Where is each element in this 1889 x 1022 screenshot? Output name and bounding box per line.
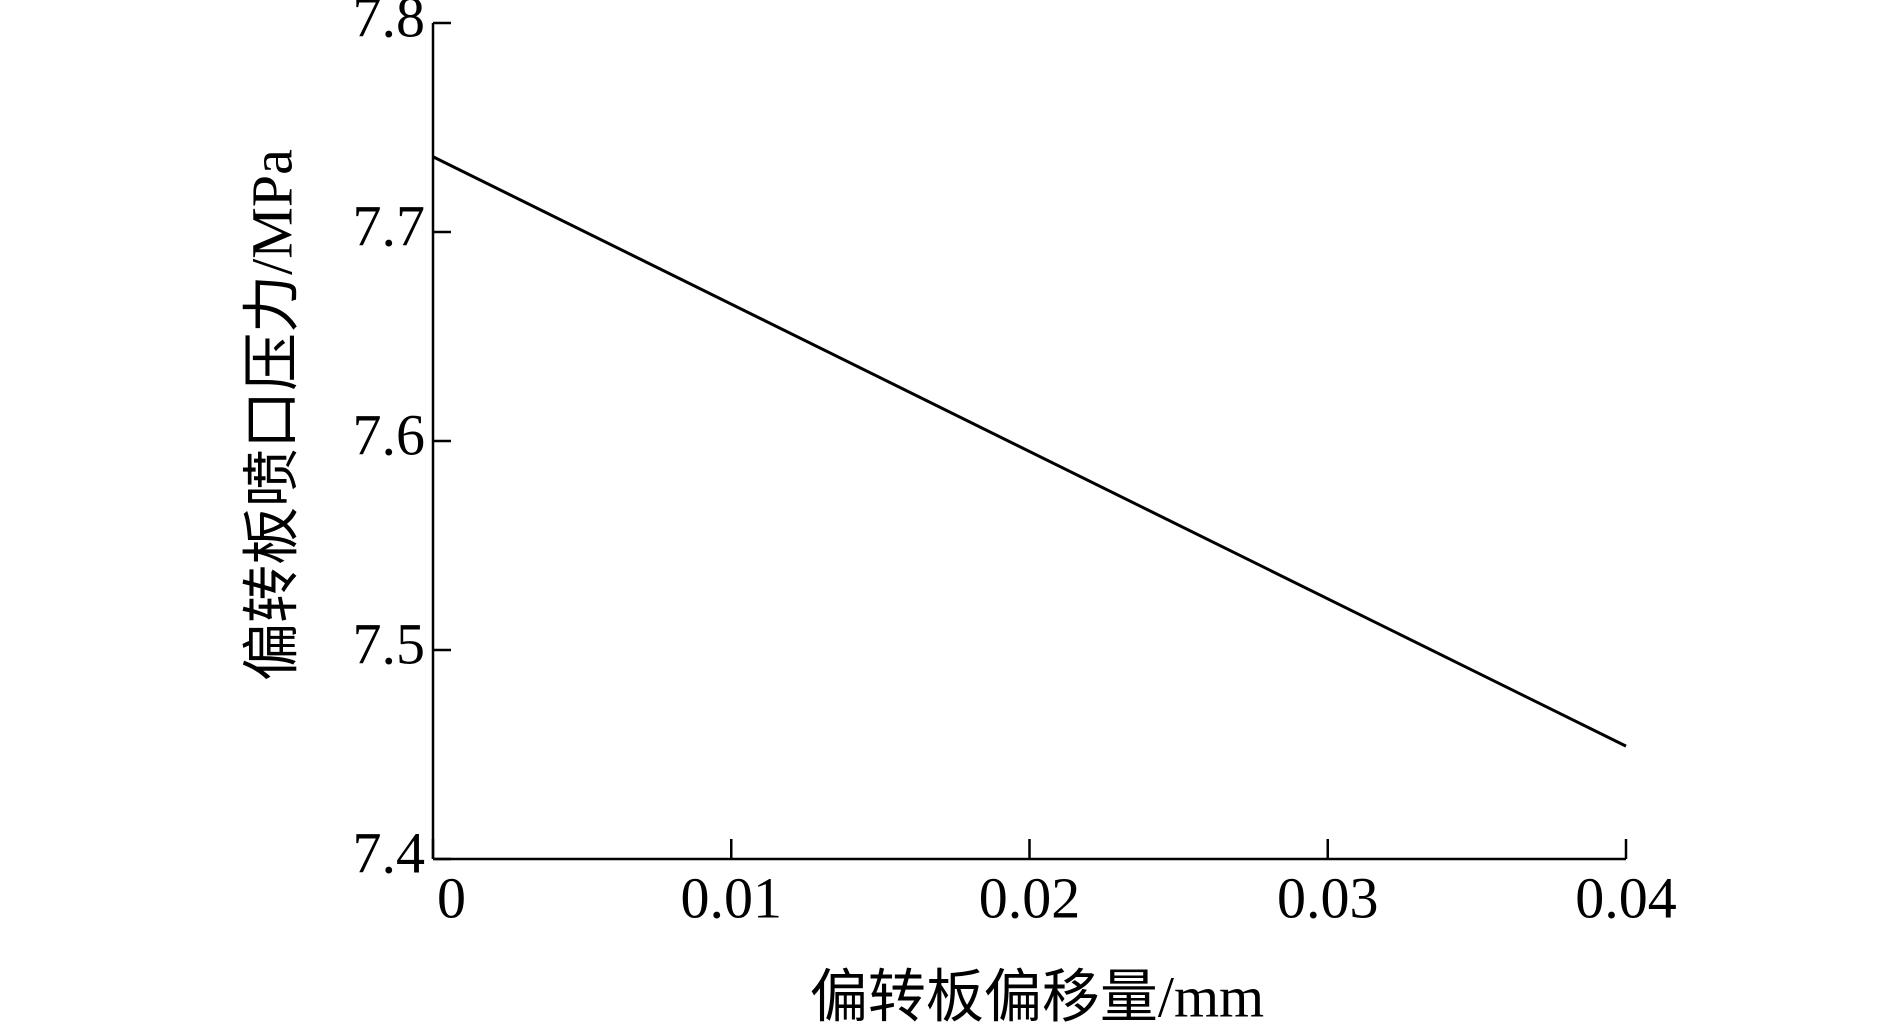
y-tick-label: 7.7 — [353, 193, 426, 258]
x-tick-label: 0.04 — [1575, 865, 1677, 930]
y-tick-label: 7.4 — [353, 820, 426, 885]
x-axis-label: 偏转板偏移量/mm — [810, 964, 1264, 1022]
y-tick-label: 7.6 — [353, 402, 426, 467]
x-tick-label: 0.03 — [1277, 865, 1379, 930]
x-tick-label: 0 — [437, 865, 466, 930]
x-tick-label: 0.02 — [979, 865, 1081, 930]
x-tick-label: 0.01 — [681, 865, 783, 930]
y-tick-label: 7.5 — [353, 611, 426, 676]
data-line — [432, 155, 1627, 748]
y-tick-label: 7.8 — [353, 0, 426, 49]
y-axis-label: 偏转板喷口压力/MPa — [239, 149, 304, 681]
